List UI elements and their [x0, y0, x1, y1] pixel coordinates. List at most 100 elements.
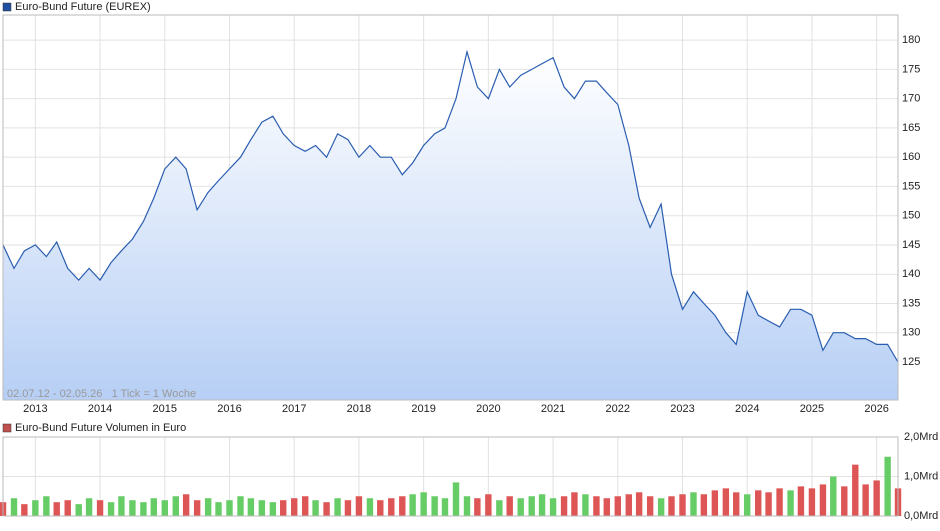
x-tick-label: 2025	[800, 403, 824, 415]
volume-bar	[614, 496, 621, 516]
volume-bar	[226, 500, 233, 516]
x-tick-label: 2020	[476, 403, 500, 415]
volume-bar	[420, 492, 427, 516]
volume-bar	[776, 488, 783, 516]
volume-bar	[96, 500, 104, 516]
volume-bar	[549, 498, 557, 516]
volume-bar	[657, 498, 665, 516]
volume-bar	[399, 496, 406, 516]
volume-bar	[463, 496, 471, 516]
x-tick-label: 2017	[282, 403, 306, 415]
volume-bar	[852, 464, 859, 516]
volume-bar	[334, 498, 341, 516]
volume-bar	[841, 486, 848, 516]
volume-bar	[118, 496, 125, 516]
volume-bar	[161, 500, 168, 516]
volume-bar	[582, 494, 589, 516]
volume-bar	[150, 498, 157, 516]
volume-bar	[140, 502, 147, 516]
volume-bar	[560, 496, 568, 516]
volume-bar	[635, 492, 643, 516]
volume-bar	[75, 504, 82, 516]
y-tick-label: 125	[902, 356, 920, 368]
volume-bar	[722, 488, 730, 516]
volume-bar	[690, 492, 697, 516]
y-tick-label: 165	[902, 122, 920, 134]
y-tick-label: 170	[902, 93, 920, 105]
legend-label: Euro-Bund Future (EUREX)	[15, 1, 151, 13]
volume-bar	[862, 484, 869, 516]
x-tick-label: 2018	[347, 403, 371, 415]
volume-bar	[302, 496, 309, 516]
area	[3, 51, 898, 401]
volume-bar	[830, 476, 837, 516]
y-tick-label: 175	[902, 63, 920, 75]
volume-bar	[377, 500, 384, 516]
legend-swatch	[2, 2, 12, 12]
volume-bar	[700, 494, 708, 516]
volume-bar	[603, 498, 610, 516]
volume-bar	[107, 502, 115, 516]
volume-bar	[247, 498, 255, 516]
y-tick-label: 155	[902, 180, 920, 192]
y-tick-label: 1,0Mrd	[904, 470, 938, 482]
volume-bar	[571, 492, 578, 516]
volume-bar	[388, 498, 395, 516]
volume-bar	[280, 500, 287, 516]
volume-bar	[204, 498, 212, 516]
volume-bar	[538, 494, 546, 516]
volume-bar	[21, 504, 28, 516]
volume-bar	[797, 486, 805, 516]
y-tick-label: 180	[902, 34, 920, 46]
x-tick-label: 2013	[23, 403, 47, 415]
volume-bar	[744, 494, 751, 516]
volume-bar	[441, 498, 449, 516]
volume-bar	[172, 496, 179, 516]
volume-bar	[733, 492, 740, 516]
volume-bar	[431, 496, 438, 516]
volume-bar	[787, 490, 794, 516]
volume-bar	[10, 498, 18, 516]
x-tick-label: 2014	[88, 403, 112, 415]
volume-bar	[323, 502, 330, 516]
volume-bar	[258, 500, 266, 516]
x-tick-label: 2022	[606, 403, 630, 415]
x-tick-label: 2016	[217, 403, 241, 415]
volume-bar	[625, 494, 632, 516]
volume-bar	[182, 494, 190, 516]
volume-bar	[85, 498, 93, 516]
x-tick-label: 2024	[735, 403, 759, 415]
x-tick-label: 2015	[153, 403, 177, 415]
price-line	[2, 49, 899, 363]
plot-border	[2, 14, 899, 401]
volume-bar	[269, 502, 277, 516]
volume-bar	[452, 482, 460, 516]
x-tick-label: 2019	[411, 403, 435, 415]
volume-bar	[593, 496, 600, 516]
x-tick-label: 2021	[541, 403, 565, 415]
y-tick-label: 0,0Mrd	[904, 510, 938, 522]
volume-bar	[355, 496, 363, 516]
footer-note: 02.07.12 - 02.05.26 1 Tick = 1 Woche	[7, 388, 196, 400]
y-tick-label: 145	[902, 239, 920, 251]
volume-bar	[819, 484, 827, 516]
legend-label: Euro-Bund Future Volumen in Euro	[15, 422, 186, 434]
y-tick-label: 135	[902, 297, 920, 309]
volume-bar	[474, 498, 481, 516]
volume-bar	[679, 494, 686, 516]
volume-bar	[884, 456, 891, 516]
y-tick-label: 140	[902, 268, 920, 280]
volume-bar	[409, 494, 416, 516]
volume-bar	[129, 500, 136, 516]
y-tick-label: 160	[902, 151, 920, 163]
y-tick-label: 2,0Mrd	[904, 431, 938, 443]
volume-bar	[646, 496, 654, 516]
y-tick-label: 150	[902, 210, 920, 222]
volume-bar	[193, 500, 201, 516]
volume-bar	[668, 496, 675, 516]
volume-bar	[344, 500, 352, 516]
volume-bar	[485, 494, 492, 516]
volume-bar	[237, 496, 244, 516]
volume-bar	[765, 492, 772, 516]
